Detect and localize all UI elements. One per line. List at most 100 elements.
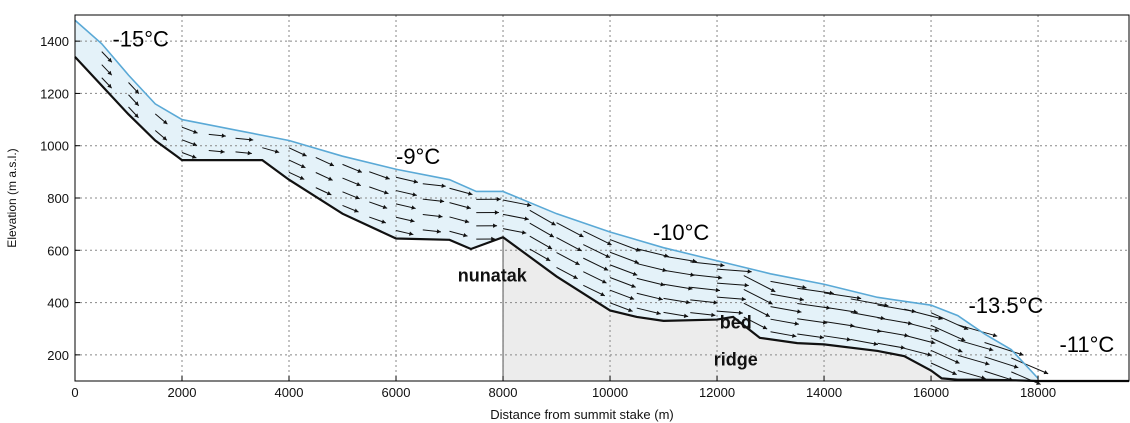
velocity-arrow (502, 228, 527, 235)
velocity-arrow (930, 362, 957, 376)
velocity-arrow (636, 277, 665, 287)
grid (75, 15, 1129, 381)
velocity-arrow (449, 187, 473, 196)
x-tick-label: 4000 (275, 385, 304, 400)
x-tick-label: 6000 (382, 385, 411, 400)
velocity-arrow (609, 302, 633, 313)
velocity-arrow (984, 342, 1024, 356)
velocity-arrow (716, 310, 743, 316)
velocity-arrow (529, 222, 555, 238)
velocity-arrow (369, 186, 389, 195)
y-axis-label: Elevation (m a.s.l.) (5, 148, 19, 247)
velocity-arrow (690, 274, 723, 280)
y-tick-label: 800 (47, 191, 69, 206)
velocity-arrow (716, 296, 746, 302)
velocity-arrow (663, 311, 689, 319)
velocity-arrow (823, 320, 855, 328)
y-tick-label: 200 (47, 348, 69, 363)
profile-lines (74, 19, 1129, 383)
velocity-arrow (904, 321, 940, 333)
annotations: -15°C -9°C -10°C -13.5°C -11°C nunatak bed ridg… (112, 26, 1114, 369)
velocity-arrow (288, 159, 306, 169)
velocity-arrow (128, 94, 140, 107)
ice-surface-line (74, 19, 1039, 379)
velocity-arrow (716, 268, 752, 274)
velocity-arrow (609, 239, 641, 252)
velocity-arrow (208, 149, 225, 154)
velocity-arrow (583, 257, 609, 271)
ice-area (75, 20, 1039, 381)
velocity-arrow (984, 356, 1019, 369)
velocity-arrow (930, 324, 966, 342)
velocity-arrow (449, 216, 470, 224)
tick-labels: 0 2000 4000 6000 8000 10000 12000 14000 16000 180… (40, 34, 1056, 400)
velocity-arrow (957, 354, 990, 366)
velocity-arrow (743, 302, 771, 318)
x-tick-label: 12000 (699, 385, 735, 400)
velocity-arrow (288, 147, 307, 157)
velocity-arrow (583, 284, 606, 297)
plot-frame (74, 14, 1130, 382)
x-tick-label: 18000 (1020, 385, 1056, 400)
x-tick-label: 10000 (592, 385, 628, 400)
y-tick-label: 1400 (40, 34, 69, 49)
velocity-arrow (476, 210, 499, 215)
feature-label: nunatak (458, 266, 528, 286)
velocity-arrow (877, 342, 906, 350)
velocity-arrow (930, 337, 963, 353)
velocity-arrow (101, 51, 113, 63)
velocity-arrow (181, 139, 198, 147)
velocity-arrow (101, 64, 113, 76)
velocity-arrow (583, 244, 611, 259)
velocity-arrow (743, 275, 776, 293)
velocity-arrow (208, 133, 226, 138)
velocity-arrow (663, 283, 693, 291)
velocity-arrows (101, 51, 1049, 385)
velocity-arrow (743, 316, 768, 330)
y-tick-label: 600 (47, 243, 69, 258)
x-tick-label: 0 (71, 385, 78, 400)
velocity-arrow (181, 126, 198, 134)
velocity-arrow (502, 199, 532, 207)
velocity-arrow (850, 339, 879, 346)
velocity-arrow (583, 230, 612, 246)
x-tick-label: 2000 (168, 385, 197, 400)
y-tick-label: 1000 (40, 139, 69, 154)
feature-label: bed (720, 313, 752, 333)
velocity-arrow (288, 171, 305, 180)
velocity-arrow (770, 280, 807, 290)
bedrock-fill (503, 237, 1130, 381)
velocity-arrow (422, 229, 442, 234)
velocity-arrow (181, 152, 197, 159)
velocity-arrow (1011, 371, 1041, 385)
velocity-arrow (1011, 357, 1049, 375)
velocity-arrow (690, 312, 716, 318)
velocity-arrow (797, 318, 828, 325)
velocity-arrow (369, 201, 388, 210)
velocity-arrow (154, 130, 168, 141)
velocity-arrow (957, 339, 994, 352)
velocity-arrow (449, 202, 471, 210)
temperature-label: -9°C (396, 144, 440, 169)
velocity-arrow (930, 312, 969, 330)
velocity-arrow (770, 318, 799, 326)
velocity-arrow (154, 113, 168, 125)
velocity-arrow (823, 335, 852, 342)
velocity-arrow (422, 198, 445, 204)
velocity-arrow (957, 324, 998, 338)
velocity-arrow (395, 203, 416, 210)
velocity-arrow (395, 216, 415, 223)
y-tick-label: 400 (47, 296, 69, 311)
velocity-arrow (690, 261, 725, 268)
bedrock-area (503, 237, 1130, 381)
velocity-arrow (476, 223, 498, 228)
velocity-arrow (128, 106, 139, 119)
velocity-arrow (904, 334, 936, 345)
velocity-arrow (395, 230, 414, 236)
velocity-arrow (422, 183, 446, 188)
velocity-arrow (663, 297, 691, 305)
velocity-arrow (128, 82, 140, 95)
velocity-arrow (609, 264, 638, 276)
velocity-arrow (957, 370, 986, 380)
